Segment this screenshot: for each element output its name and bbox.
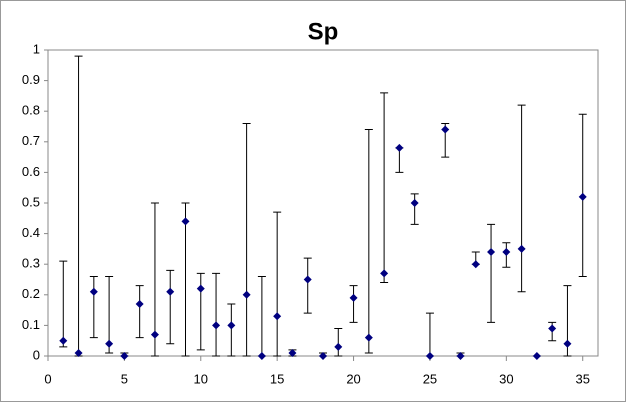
data-point xyxy=(120,352,129,360)
data-point xyxy=(74,348,83,357)
x-tick-label: 30 xyxy=(499,371,513,386)
y-tick-label: 0.8 xyxy=(22,103,40,118)
data-point xyxy=(150,330,159,339)
data-point xyxy=(242,290,251,299)
data-point xyxy=(364,333,373,342)
y-tick-label: 0.4 xyxy=(22,225,40,240)
data-point xyxy=(59,336,68,345)
data-point xyxy=(517,244,526,253)
data-point xyxy=(441,125,450,134)
error-bar xyxy=(212,272,221,357)
y-tick-label: 0.9 xyxy=(22,72,40,87)
error-bar xyxy=(59,260,68,348)
error-bar xyxy=(380,92,389,284)
y-tick-label: 0.6 xyxy=(22,164,40,179)
y-tick-label: 0.3 xyxy=(22,256,40,271)
error-bar xyxy=(273,211,282,357)
error-bar xyxy=(89,275,98,339)
x-tick-label: 10 xyxy=(194,371,208,386)
error-bar xyxy=(135,285,144,339)
x-tick-label: 35 xyxy=(575,371,589,386)
data-point xyxy=(410,199,419,207)
y-tick-label: 0 xyxy=(33,347,40,362)
data-point xyxy=(395,143,404,152)
y-tick-label: 0.5 xyxy=(22,194,40,209)
data-point xyxy=(196,284,205,293)
data-point xyxy=(257,352,266,360)
error-bar xyxy=(227,303,236,357)
data-point xyxy=(532,352,541,360)
y-tick-label: 0.2 xyxy=(22,286,40,301)
data-point xyxy=(334,342,343,351)
x-tick-label: 15 xyxy=(270,371,284,386)
data-point xyxy=(548,324,557,333)
data-point xyxy=(502,247,511,256)
data-point xyxy=(181,217,190,226)
data-point xyxy=(303,275,312,284)
data-point xyxy=(89,287,98,296)
data-point xyxy=(227,321,236,330)
data-point xyxy=(288,348,297,357)
error-bar xyxy=(303,257,312,314)
data-point xyxy=(212,321,221,330)
x-tick-label: 5 xyxy=(121,371,128,386)
error-bar xyxy=(150,202,159,357)
data-point xyxy=(456,352,465,360)
data-point xyxy=(563,339,572,348)
data-point xyxy=(166,287,175,296)
error-bar xyxy=(517,104,526,293)
data-point xyxy=(380,269,389,278)
data-point xyxy=(319,352,327,360)
data-point xyxy=(425,352,434,360)
data-point xyxy=(105,339,114,348)
data-point xyxy=(349,293,358,302)
error-bar xyxy=(166,269,175,345)
chart-title: Sp xyxy=(308,18,339,45)
error-bar xyxy=(349,285,358,323)
x-tick-label: 0 xyxy=(44,371,51,386)
data-point xyxy=(578,192,587,201)
error-bar xyxy=(364,129,373,354)
error-bar xyxy=(242,122,251,357)
data-point xyxy=(273,312,282,321)
x-tick-label: 20 xyxy=(346,371,360,386)
error-bar xyxy=(181,202,190,357)
data-point xyxy=(487,247,496,256)
y-tick-label: 1 xyxy=(33,41,40,56)
plot-area xyxy=(47,49,599,357)
error-bar xyxy=(410,193,419,225)
error-bar xyxy=(334,327,343,357)
error-bar xyxy=(487,223,496,323)
y-tick-label: 0.7 xyxy=(22,133,40,148)
data-point xyxy=(135,299,144,308)
data-point xyxy=(471,260,480,269)
y-tick-label: 0.1 xyxy=(22,317,40,332)
x-tick-label: 25 xyxy=(423,371,437,386)
